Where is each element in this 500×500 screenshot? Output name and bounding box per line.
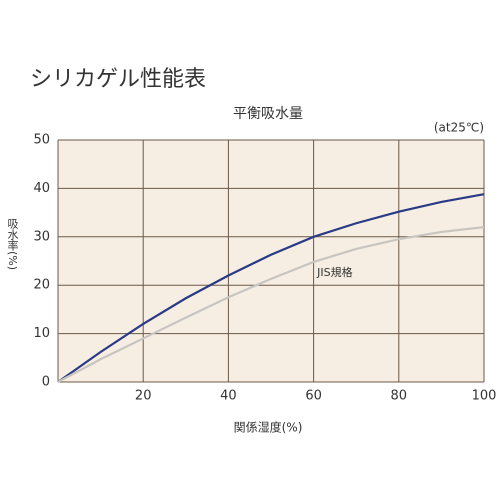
series-label: JIS規格 [316,265,352,279]
y-tick-label: 0 [42,375,50,390]
chart-title: シリカゲル性能表 [30,67,206,92]
y-tick-label: 50 [33,133,50,148]
y-tick-label: 10 [33,326,50,341]
x-tick-label: 40 [220,389,237,404]
x-axis-label: 関係湿度(%) [234,420,303,435]
y-tick-label: 30 [33,229,50,244]
y-tick-label: 20 [33,278,50,293]
x-tick-label: 20 [135,389,152,404]
plot-area [58,140,484,382]
note: (at25℃) [434,121,484,135]
y-tick-label: 40 [33,181,50,196]
data-line [57,226,485,383]
x-tick-label: 60 [305,389,322,404]
chart-subtitle: 平衡吸水量 [233,106,303,122]
y-axis-label: 吸水率(%) [6,218,19,270]
x-tick-label: 80 [391,389,408,404]
data-line [57,193,485,383]
x-tick-label: 100 [472,389,497,404]
